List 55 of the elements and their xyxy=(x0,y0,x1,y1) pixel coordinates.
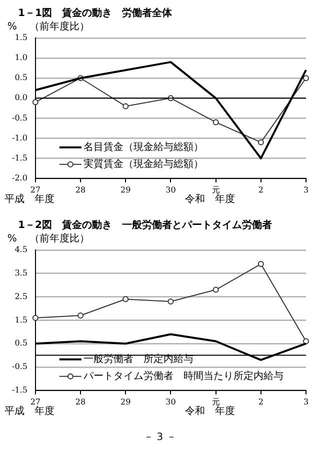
point xyxy=(32,314,38,321)
y-tick-label: 2.5 xyxy=(14,292,28,301)
point xyxy=(122,296,129,302)
legend-label: パートタイム労働者 時間当たり所定内給与 xyxy=(82,370,284,382)
point xyxy=(258,139,264,146)
y-tick-label: 4.5 xyxy=(14,245,28,254)
text: 令和 年度 xyxy=(184,192,235,205)
y-tick-label: 0.0 xyxy=(14,93,28,102)
x-tick-label: 元 xyxy=(212,397,220,406)
y-tick-label: -1.5 xyxy=(12,385,28,394)
x-tick-label: 29 xyxy=(120,397,131,406)
point xyxy=(258,261,264,268)
y-tick-label: 1.5 xyxy=(14,315,28,324)
text: 令和 年度 xyxy=(184,404,235,417)
text: 平成 年度 xyxy=(4,192,54,205)
point xyxy=(212,119,219,126)
point xyxy=(122,103,129,110)
legend-label: 実質賃金（現金給与総額） xyxy=(83,158,204,170)
x-tick-label: 3 xyxy=(303,185,309,194)
x-tick-label: 2 xyxy=(258,397,264,406)
text: － 3 － xyxy=(142,431,178,444)
point xyxy=(168,298,174,304)
y-tick-label: 1.0 xyxy=(14,53,28,62)
x-tick-label: 元 xyxy=(212,185,220,194)
y-tick-label: -1.5 xyxy=(12,153,28,162)
y-tick-label: 0.5 xyxy=(14,73,28,82)
y-tick-label: 3.5 xyxy=(14,268,28,278)
y-axis-title: % xyxy=(7,234,17,245)
y-axis-title: % xyxy=(7,22,17,33)
text: 平成 年度 xyxy=(4,404,54,417)
point xyxy=(303,75,309,82)
x-tick-label: 30 xyxy=(166,185,176,194)
chart-subtitle: （前年度比） xyxy=(29,20,90,33)
point xyxy=(303,338,309,344)
y-tick-label: -1.0 xyxy=(12,133,28,142)
legend-label: 名目賃金（現金給与総額） xyxy=(83,140,204,153)
x-tick-label: 2 xyxy=(258,185,264,194)
x-tick-label: 27 xyxy=(30,397,41,406)
chart-subtitle: （前年度比） xyxy=(29,232,90,245)
y-tick-label: 1.5 xyxy=(14,33,28,42)
y-tick-label: 0.5 xyxy=(14,338,28,348)
x-tick-label: 27 xyxy=(30,185,41,194)
point xyxy=(78,312,84,319)
chart-title: 1－1図 賃金の動き 労働者全体 xyxy=(18,6,173,20)
x-tick-label: 30 xyxy=(166,397,176,406)
point xyxy=(212,286,219,293)
y-tick-label: -0.5 xyxy=(12,362,28,372)
y-tick-label: -0.5 xyxy=(12,113,28,122)
x-tick-label: 29 xyxy=(120,185,131,194)
y-tick-label: -2.0 xyxy=(12,173,28,182)
x-tick-label: 28 xyxy=(75,397,86,406)
chart-title: 1－2図 賃金の動き 一般労働者とパートタイム労働者 xyxy=(18,218,273,232)
point xyxy=(32,99,38,106)
x-tick-label: 28 xyxy=(75,185,86,194)
x-tick-label: 3 xyxy=(303,397,309,406)
